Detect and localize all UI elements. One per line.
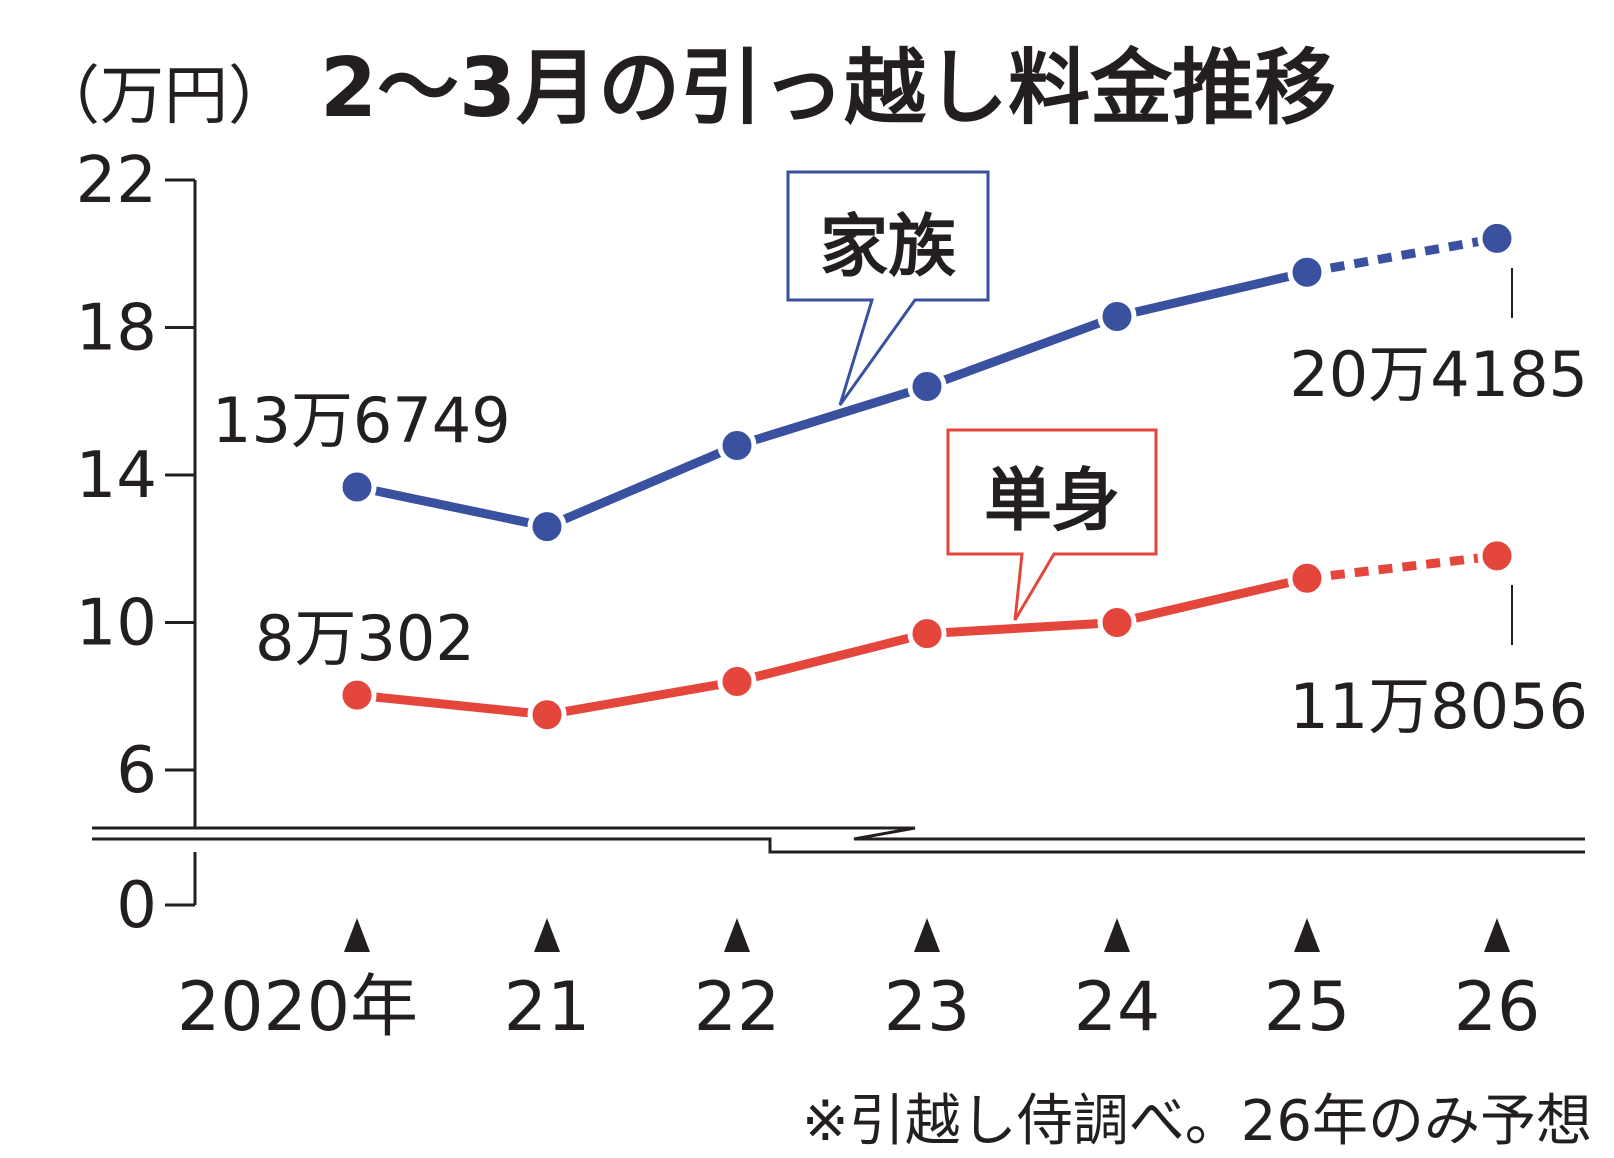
x-tick-triangle [534,918,560,952]
data-label-family-2026: 20万4185 [1289,338,1588,411]
data-point-single-3 [907,614,947,654]
series-segment-1-0 [356,690,548,720]
x-tick-label: 25 [1264,968,1351,1047]
data-point-family-2 [717,426,757,465]
y-tick-label: 6 [116,734,157,808]
legend-callout-single: 単身 [946,428,1158,621]
legend-label-family: 家族 [820,208,956,287]
data-point-single-6 [1477,536,1517,576]
series-segment-1-4 [1115,573,1309,627]
source-note: ※引越し侍調べ。26年のみ予想 [802,1089,1592,1154]
data-label-single-2026: 11万8056 [1289,670,1588,743]
x-tick-label: 23 [884,968,971,1047]
chart-title: 2〜3月の引っ越し料金推移 [320,41,1336,136]
series-segment-1-1 [546,677,738,720]
y-tick-label: 14 [76,439,157,513]
x-tick-triangle [724,918,750,952]
x-tick-triangle [914,918,940,952]
data-point-single-4 [1097,603,1137,642]
data-point-single-1 [527,695,567,735]
axis-break [92,826,1585,854]
data-point-single-0 [337,675,377,715]
y-tick-label: 0 [116,869,157,943]
x-tick-label: 2020年 [177,968,418,1047]
x-tick-triangle [344,918,370,952]
series-segment-0-0 [356,482,548,532]
data-point-single-2 [717,662,757,701]
data-point-family-3 [907,367,947,406]
y-tick-label: 10 [76,587,157,661]
data-point-family-5 [1287,252,1327,292]
data-point-family-0 [337,467,377,507]
series-segment-1-5 [1306,551,1498,583]
data-point-family-6 [1477,218,1517,258]
y-tick-label: 18 [76,292,157,366]
data-label-single-2020: 8万302 [255,602,475,675]
x-tick-label: 21 [504,968,591,1047]
x-tick-label: 22 [694,968,781,1047]
x-axis-labels: 2020年 21 22 23 24 25 26 [177,918,1540,1047]
data-point-single-5 [1287,558,1327,598]
series-segment-0-3 [925,312,1119,391]
x-tick-triangle [1484,918,1510,952]
series-segment-0-4 [1115,267,1309,321]
unit-label: （万円） [36,60,292,134]
x-tick-label: 24 [1074,968,1161,1047]
y-tick-label: 22 [76,144,157,218]
x-tick-triangle [1104,918,1130,952]
x-tick-label: 26 [1454,968,1541,1047]
series-segment-0-1 [545,441,739,531]
legend-label-single: 単身 [984,462,1120,541]
x-tick-triangle [1294,918,1320,952]
data-point-family-4 [1097,296,1137,336]
series-segment-0-2 [735,382,929,450]
data-label-family-2020: 13万6749 [212,384,511,457]
series-segment-1-2 [735,629,929,686]
legend-callout-family: 家族 [786,170,990,406]
series-points [337,218,1517,735]
series-segment-1-3 [926,618,1118,639]
series-segment-0-5 [1306,233,1498,277]
y-axis-ticks: 22 18 14 10 6 0 [76,144,195,943]
data-point-family-1 [527,507,567,547]
series-lines [356,233,1498,720]
